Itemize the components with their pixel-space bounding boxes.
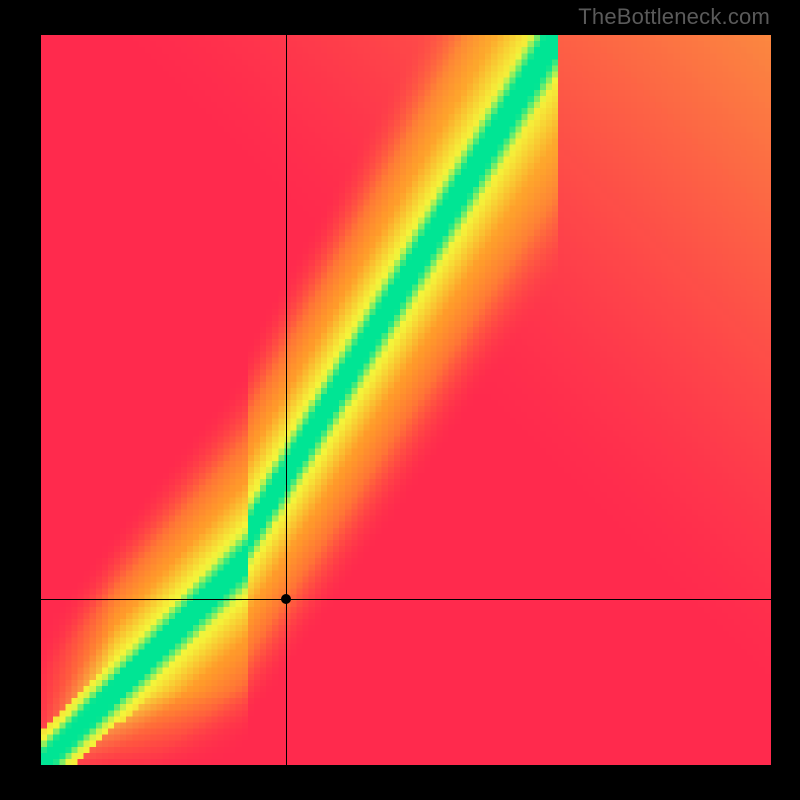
- bottleneck-heatmap: [41, 35, 771, 765]
- watermark-text: TheBottleneck.com: [578, 4, 770, 30]
- plot-area: [41, 35, 771, 765]
- crosshair-horizontal: [41, 599, 771, 600]
- selection-marker: [281, 594, 291, 604]
- crosshair-vertical: [286, 35, 287, 765]
